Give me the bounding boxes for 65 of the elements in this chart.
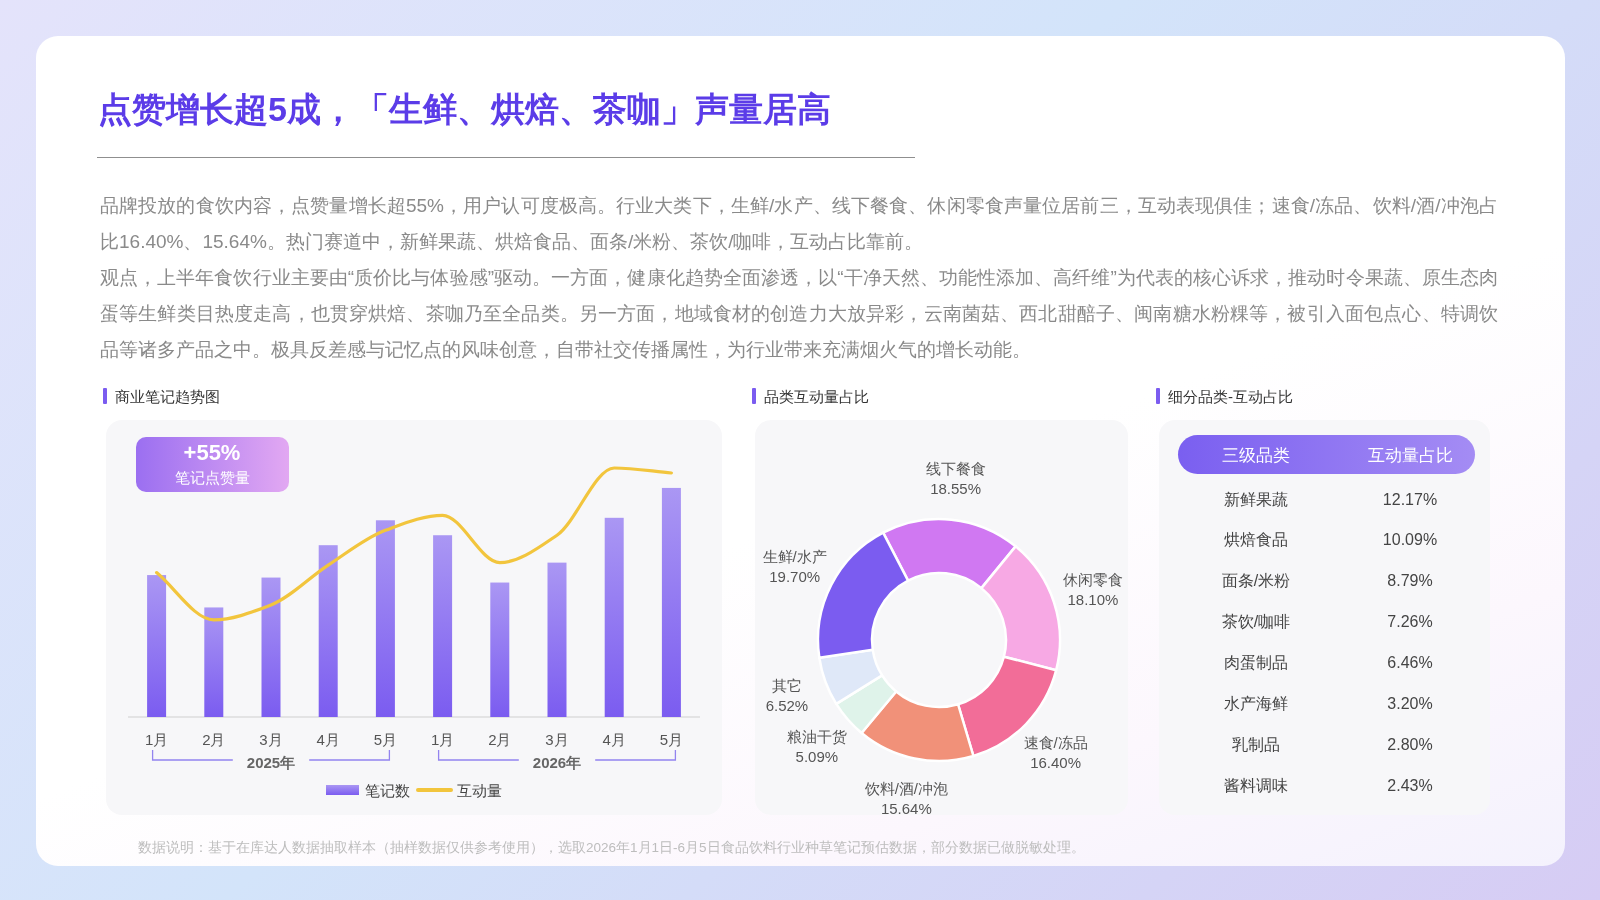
text: 12.17%: [1382, 490, 1438, 508]
text: 10.09%: [1382, 531, 1438, 549]
x-tick-label: 4月: [316, 730, 340, 748]
category-label: 烘焙食品: [1224, 531, 1288, 549]
x-tick-label: 1月: [430, 730, 455, 748]
text: +55%: [183, 439, 241, 465]
data-label: 5.09%: [795, 747, 839, 765]
x-tick-label: 1月: [144, 730, 169, 748]
text: 互动量占比: [1367, 446, 1453, 464]
category-label: 面条/米粉: [1221, 572, 1291, 590]
bar: [433, 535, 453, 717]
bar: [375, 520, 395, 717]
slice-label: 其它: [771, 677, 802, 695]
bar: [661, 487, 681, 717]
bar: [147, 575, 167, 717]
category-label: 乳制品: [1232, 735, 1280, 753]
slice-label: 粮油干货: [786, 727, 847, 745]
x-tick-label: 5月: [373, 730, 398, 748]
category-label: 水产海鲜: [1224, 694, 1288, 712]
category-label: 茶饮/咖啡: [1221, 613, 1291, 631]
text: 数据说明：基于在库达人数据抽取样本（抽样数据仅供参考使用），选取2026年1月1日-6月5日食品饮料行业种草笔记预估数据，部分数据已做脱敏处理。: [138, 839, 1085, 857]
chart-title: 商业笔记趋势图: [115, 387, 220, 405]
text: 三级品类: [1222, 446, 1290, 464]
text: 3.20%: [1387, 694, 1433, 712]
x-tick-label: 3月: [545, 730, 569, 748]
bar: [261, 577, 281, 717]
text: 2026年: [532, 753, 582, 771]
legend-label: 互动量: [457, 781, 502, 799]
category-label: 新鲜果蔬: [1224, 490, 1288, 508]
category-label: 酱料调味: [1224, 776, 1288, 794]
x-tick-label: 3月: [259, 730, 283, 748]
text: 2.43%: [1387, 776, 1433, 794]
text: 品牌投放的食饮内容，点赞量增长超55%，用户认可度极高。行业大类下，生鲜/水产、线下餐食、休闲零食声量位居前三，互动表现俱佳；速食/冻品、饮料/酒/冲泡占比16.40%、15.64%。热门赛道中，新鲜果蔬、烘焙食品、面条/米粉、茶饮/咖啡，互动占比靠前。: [100, 194, 1498, 254]
slice-label: 线下餐食: [925, 460, 986, 478]
text: 2025年: [246, 753, 296, 771]
data-label: 18.10%: [1067, 591, 1119, 609]
bar: [604, 517, 624, 717]
data-label: 6.52%: [765, 697, 809, 715]
slice-label: 速食/冻品: [1023, 733, 1088, 751]
bar: [547, 562, 567, 717]
slice-label: 饮料/酒/冲泡: [863, 780, 949, 798]
text: 细分品类-互动占比: [1168, 387, 1293, 405]
slice-label: 生鲜/水产: [762, 547, 827, 565]
text: 点赞增长超5成，「生鲜、烘焙、茶咖」声量居高: [98, 89, 831, 130]
x-tick-label: 4月: [602, 730, 626, 748]
x-tick-label: 5月: [659, 730, 684, 748]
text: 7.26%: [1387, 613, 1433, 631]
x-tick-label: 2月: [488, 730, 512, 748]
data-label: 15.64%: [880, 800, 932, 818]
text: 观点，上半年食饮行业主要由“质价比与体验感”驱动。一方面，健康化趋势全面渗透，以“干净天然、功能性添加、高纤维”为代表的核心诉求，推动时令果蔬、原生态肉蛋等生鲜类目热度走高，也贯穿烘焙、茶咖乃至全品类。另一方面，地域食材的创造力大放异彩，云南菌菇、西北甜醅子、闽南糖水粉粿等，被引入面包点心、特调饮品等诸多产品之中。极具反差感与记忆点的风味创意，自带社交传播属性，为行业带来充满烟火气的增长动能。: [100, 266, 1498, 362]
bar: [490, 582, 510, 717]
slice-label: 休闲零食: [1062, 571, 1123, 589]
data-label: 18.55%: [930, 480, 982, 498]
bar: [318, 545, 338, 717]
chart-title: 品类互动量占比: [764, 387, 869, 405]
text: 2.80%: [1387, 735, 1433, 753]
x-tick-label: 2月: [202, 730, 226, 748]
legend-label: 笔记数: [365, 781, 410, 799]
data-label: 19.70%: [769, 567, 821, 585]
bar: [204, 607, 224, 717]
text: 6.46%: [1387, 653, 1433, 671]
data-label: 16.40%: [1030, 753, 1082, 771]
category-label: 肉蛋制品: [1224, 653, 1288, 671]
annotation: 笔记点赞量: [174, 468, 250, 486]
text: 8.79%: [1387, 572, 1433, 590]
